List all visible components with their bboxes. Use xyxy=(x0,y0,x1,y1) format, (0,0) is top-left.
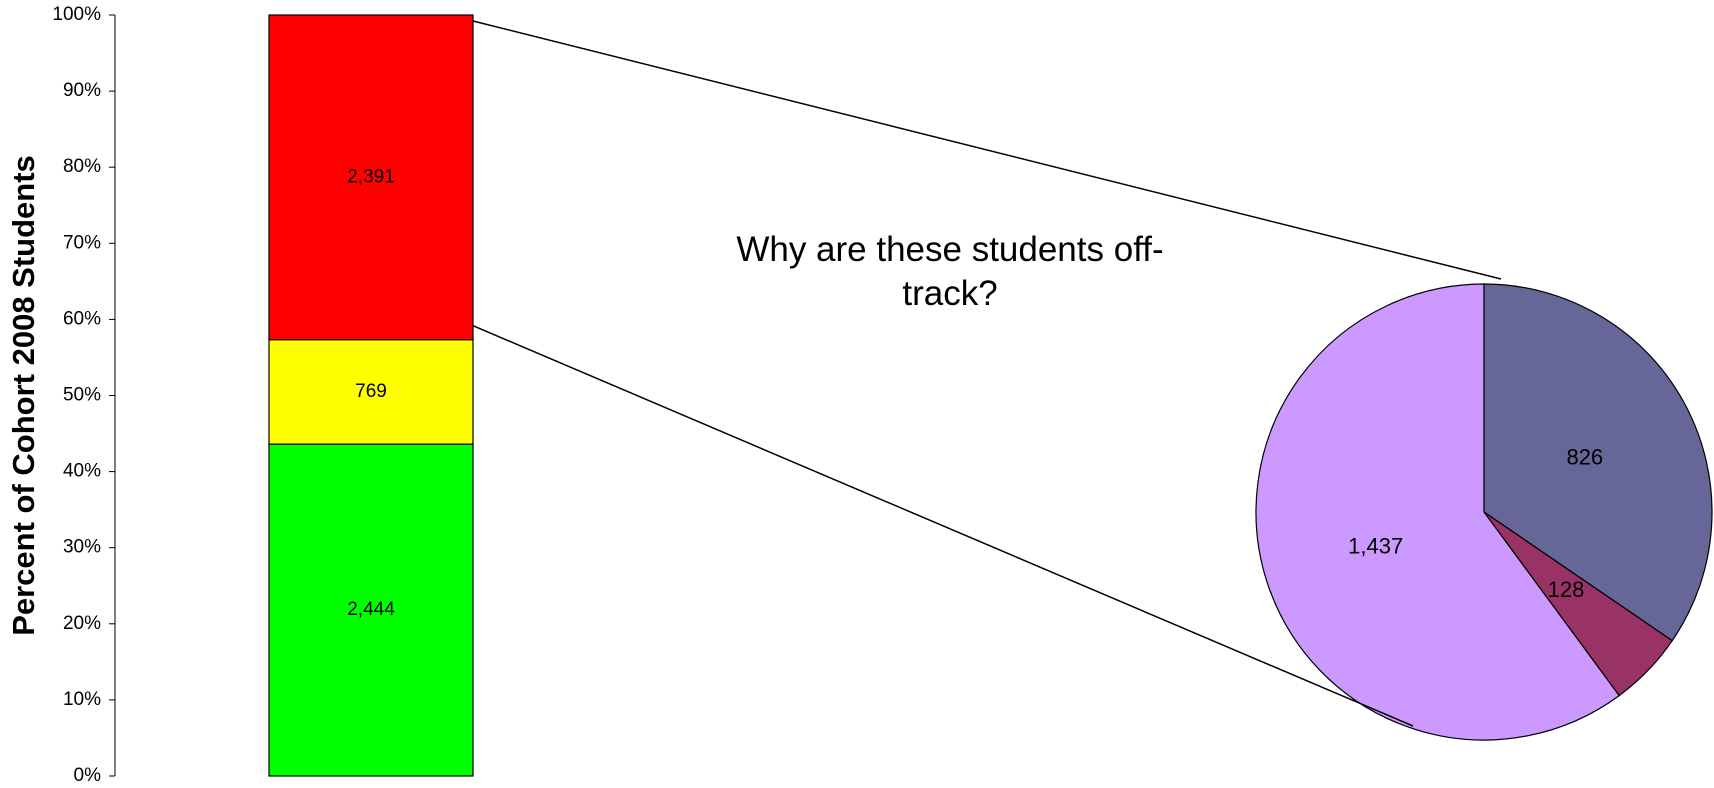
y-tick-label: 50% xyxy=(63,385,101,406)
y-tick-label: 40% xyxy=(63,461,101,482)
pie-value-label: 128 xyxy=(1548,577,1585,602)
pie-value-label: 826 xyxy=(1566,445,1603,470)
y-tick-label: 30% xyxy=(63,537,101,558)
bar-value-label: 2,444 xyxy=(347,599,395,620)
pie-title: Why are these students off-track? xyxy=(736,230,1164,313)
y-tick-label: 0% xyxy=(74,765,102,786)
bar-segment xyxy=(268,14,474,341)
pie-slice xyxy=(1255,283,1621,741)
y-tick-label: 70% xyxy=(63,232,101,253)
pie-slice xyxy=(1483,283,1713,642)
connector xyxy=(472,20,1502,280)
bar-segment xyxy=(268,339,474,445)
bar-value-label: 769 xyxy=(355,381,387,402)
y-tick-label: 80% xyxy=(63,156,101,177)
y-tick-label: 10% xyxy=(63,689,101,710)
connector xyxy=(472,324,1414,727)
y-tick-label: 20% xyxy=(63,613,101,634)
y-tick-label: 100% xyxy=(52,4,101,25)
bar-value-label: 2,391 xyxy=(347,166,395,187)
y-tick-label: 60% xyxy=(63,308,101,329)
y-axis-label: Percent of Cohort 2008 Students xyxy=(6,155,41,636)
pie-value-label: 1,437 xyxy=(1348,533,1403,558)
y-tick-label: 90% xyxy=(63,80,101,101)
bar-segment xyxy=(268,443,474,777)
